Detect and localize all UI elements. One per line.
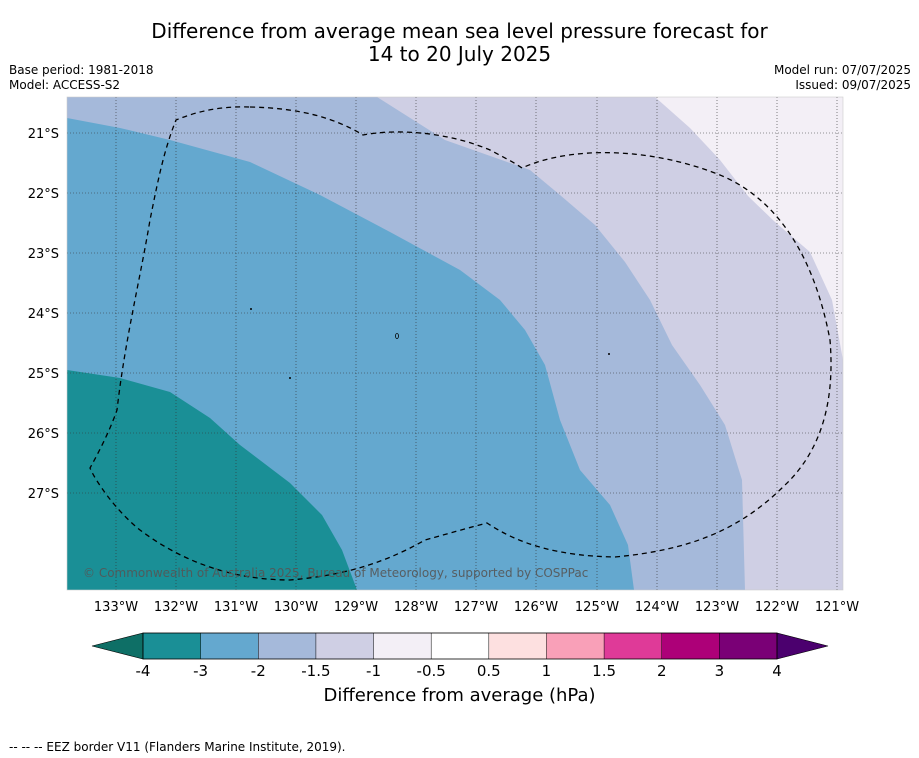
colorbar-swatch: [200, 633, 259, 659]
zone-below-minus3: [67, 370, 357, 590]
colorbar-tick-label: -4: [136, 662, 151, 680]
colorbar-tick-label: -1: [366, 662, 381, 680]
chart-title-line-2: 14 to 20 July 2025: [367, 42, 552, 66]
colorbar-tick-label: 2: [657, 662, 667, 680]
colorbar-frame: [142, 632, 778, 660]
eez-border: [89, 106, 832, 581]
map-frame: [66, 96, 844, 591]
colorbar-tick-label: 4: [772, 662, 782, 680]
colorbar-swatch: [546, 633, 605, 659]
lon-label: 132°W: [154, 600, 198, 615]
lat-label: 22°S: [28, 187, 59, 202]
lon-label: 123°W: [695, 600, 739, 615]
colorbar-tick-label: -0.5: [417, 662, 446, 680]
lon-label: 131°W: [214, 600, 258, 615]
graticule: [67, 97, 843, 590]
map-copyright: © Commonwealth of Australia 2025, Bureau…: [83, 566, 588, 580]
colorbar-tick-label: 0.5: [477, 662, 501, 680]
model-run-text: Model run: 07/07/2025: [773, 63, 911, 77]
lon-label: 124°W: [635, 600, 679, 615]
colorbar-swatch: [604, 633, 663, 659]
colorbar-label: Difference from average (hPa): [323, 685, 596, 706]
lon-label: 130°W: [274, 600, 318, 615]
islands: [250, 308, 610, 379]
base-period-text: Base period: 1981-2018: [9, 63, 154, 77]
colorbar-tick-label: -2: [251, 662, 266, 680]
colorbar-swatch: [661, 633, 720, 659]
lon-label: 128°W: [394, 600, 438, 615]
lat-label: 25°S: [28, 367, 59, 382]
colorbar-swatch: [258, 633, 317, 659]
colorbar-over-extension: [776, 632, 829, 660]
issued-text: Issued: 09/07/2025: [795, 78, 911, 92]
colorbar: -4 -3 -2 -1.5 -1 -0.5 0.5 1 1.5 2 3 4: [91, 632, 829, 680]
lon-label: 125°W: [575, 600, 619, 615]
colorbar-swatch: [315, 633, 374, 659]
colorbar-tick-label: 1: [542, 662, 552, 680]
colorbar-tick-label: 1.5: [592, 662, 616, 680]
pressure-anomaly-field: [67, 97, 843, 590]
eez-footnote: -- -- -- EEZ border V11 (Flanders Marine…: [9, 740, 346, 754]
latitude-labels: 21°S 22°S 23°S 24°S 25°S 26°S 27°S: [28, 127, 59, 502]
colorbar-swatch: [373, 633, 432, 659]
lon-label: 127°W: [454, 600, 498, 615]
lat-label: 21°S: [28, 127, 59, 142]
model-text: Model: ACCESS-S2: [9, 78, 121, 92]
lon-label: 122°W: [755, 600, 799, 615]
lat-label: 26°S: [28, 427, 59, 442]
colorbar-swatch: [488, 633, 547, 659]
colorbar-swatch: [143, 633, 201, 659]
lon-label: 133°W: [94, 600, 138, 615]
colorbar-tick-label: -3: [193, 662, 208, 680]
colorbar-swatch: [719, 633, 778, 659]
chart-title-line-1: Difference from average mean sea level p…: [151, 19, 768, 43]
colorbar-under-extension: [91, 632, 144, 660]
colorbar-tick-label: -1.5: [301, 662, 330, 680]
lon-label: 126°W: [514, 600, 558, 615]
lat-label: 24°S: [28, 307, 59, 322]
lon-label: 121°W: [815, 600, 859, 615]
colorbar-tick-label: 3: [715, 662, 725, 680]
longitude-labels: 133°W 132°W 131°W 130°W 129°W 128°W 127°W 126°W…: [94, 600, 859, 615]
lat-label: 27°S: [28, 487, 59, 502]
lon-label: 129°W: [334, 600, 378, 615]
lat-label: 23°S: [28, 247, 59, 262]
colorbar-swatch: [431, 633, 490, 659]
